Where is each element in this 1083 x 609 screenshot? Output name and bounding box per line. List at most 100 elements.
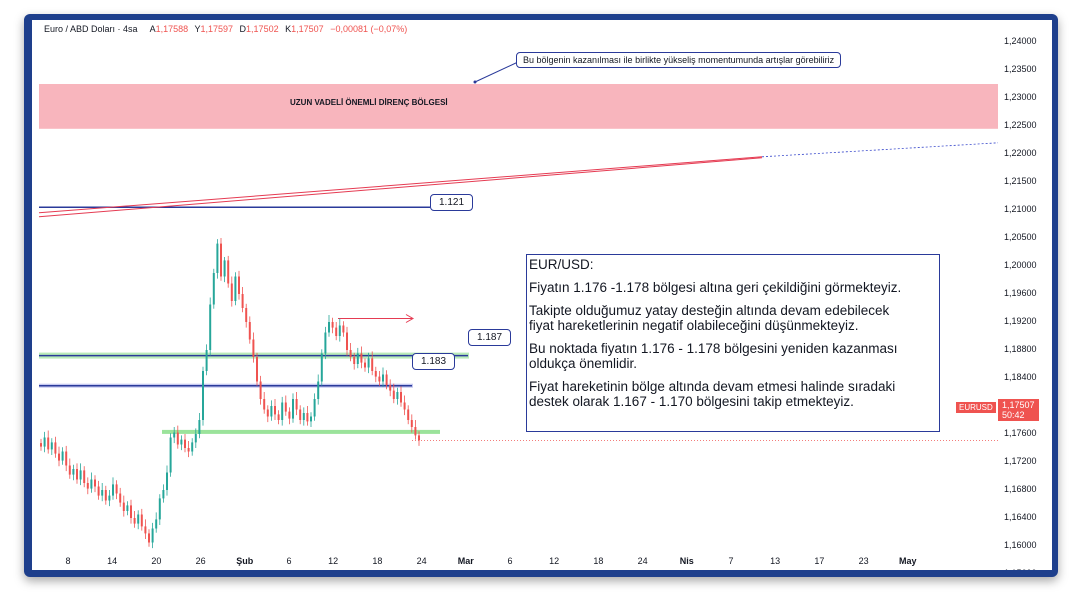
last-price-tag: 1,17507 50:42 [998, 399, 1039, 421]
candle-body [364, 362, 366, 368]
x-tick-label: 17 [814, 556, 825, 566]
x-tick-label: 13 [770, 556, 781, 566]
candle-body [209, 304, 212, 350]
resistance-zone [39, 84, 998, 129]
candle-body [389, 385, 392, 391]
x-tick-label: 24 [637, 556, 648, 566]
candle-body [184, 439, 186, 448]
close-value: 1,17507 [291, 24, 324, 34]
y-tick-label: 1,24000 [1004, 36, 1037, 46]
candle-body [288, 411, 291, 419]
x-tick-label: 12 [549, 556, 560, 566]
y-tick-label: 1,22000 [1004, 148, 1037, 158]
candle-body [101, 490, 104, 496]
candle-body [140, 514, 143, 527]
candle-body [65, 451, 68, 466]
candle-body [176, 432, 179, 445]
candle-body [414, 427, 417, 436]
candle-body [148, 533, 150, 543]
candle-body [76, 469, 78, 480]
y-tick-label: 1,16400 [1004, 512, 1037, 522]
price-chart[interactable] [32, 20, 1052, 570]
level-label-1121[interactable]: 1.121 [430, 194, 474, 211]
x-tick-label: 20 [151, 556, 162, 566]
candle-body [263, 399, 266, 410]
trend-line-upper [38, 156, 763, 214]
analysis-paragraph-2: Takipte olduğumuz yatay desteğin altında… [529, 303, 890, 333]
x-tick-label: 18 [593, 556, 604, 566]
candle-body [396, 392, 399, 399]
candle-body [212, 273, 215, 305]
candle-body [119, 493, 122, 503]
candle-body [378, 376, 381, 382]
candle-body [284, 402, 287, 412]
y-tick-label: 1,18400 [1004, 372, 1037, 382]
y-tick-label: 1,23500 [1004, 64, 1037, 74]
candle-body [270, 406, 273, 417]
candle-body [216, 243, 219, 273]
support-band [162, 429, 440, 434]
low-value: 1,17502 [246, 24, 279, 34]
resistance-zone-label: UZUN VADELİ ÖNEMLİ DİRENÇ BÖLGESİ [290, 98, 448, 107]
candle-body [371, 358, 374, 371]
high-value: 1,17597 [200, 24, 234, 34]
candle-body [61, 451, 64, 461]
symbol-price-tag: EURUSD [956, 402, 996, 413]
last-price: 1,17507 [1002, 400, 1035, 410]
y-tick-label: 1,20500 [1004, 232, 1037, 242]
candle-body [245, 308, 248, 322]
candle-body [310, 416, 312, 422]
candle-body [295, 399, 298, 410]
trend-line-extension [761, 142, 999, 158]
candle-body [331, 322, 334, 328]
x-tick-label: 6 [507, 556, 513, 566]
x-tick-label: Şub [236, 556, 254, 566]
candle-body [335, 327, 338, 336]
candle-body [241, 294, 244, 308]
y-tick-label: 1,22500 [1004, 120, 1037, 130]
candle-body [86, 483, 89, 489]
candle-body [169, 437, 172, 473]
symbol-header: Euro / ABD Doları · 4sa A1,17588 Y1,1759… [44, 24, 411, 34]
chart-panel[interactable]: Euro / ABD Doları · 4sa A1,17588 Y1,1759… [32, 20, 1052, 570]
candle-body [252, 339, 255, 357]
y-tick-label: 1,20000 [1004, 260, 1037, 270]
symbol-title: Euro / ABD Doları · 4sa [44, 24, 138, 34]
x-tick-label: 8 [65, 556, 71, 566]
x-tick-label: 6 [286, 556, 292, 566]
analysis-textbox[interactable]: EUR/USD: Fiyatın 1.176 -1.178 bölgesi al… [526, 254, 940, 432]
candle-body [407, 409, 410, 420]
x-tick-label: 23 [858, 556, 869, 566]
candle-body [400, 392, 402, 403]
candle-body [162, 490, 165, 499]
candle-body [328, 322, 330, 333]
candle-body [173, 432, 176, 438]
candle-body [248, 322, 251, 340]
candle-body [94, 479, 96, 487]
close-label: K [285, 24, 292, 34]
candle-body [155, 519, 158, 529]
candle-body [259, 381, 262, 399]
level-label-1187[interactable]: 1.187 [468, 329, 512, 346]
candle-body [83, 470, 86, 483]
candle-body [230, 283, 233, 301]
candle-body [79, 470, 82, 480]
candle-body [281, 402, 284, 420]
momentum-callout[interactable]: Bu bölgenin kazanılması ile birlikte yük… [516, 52, 842, 68]
candle-body [313, 399, 316, 417]
level-label-1183[interactable]: 1.183 [412, 353, 456, 370]
candle-body [320, 353, 323, 382]
candle-body [256, 357, 258, 382]
candle-body [47, 437, 50, 450]
candle-body [227, 260, 230, 284]
candle-body [403, 402, 406, 410]
candle-body [191, 442, 194, 452]
candle-body [130, 505, 132, 518]
candle-body [302, 413, 305, 420]
candle-body [274, 406, 276, 415]
x-tick-label: 26 [195, 556, 206, 566]
candle-body [360, 353, 363, 363]
candle-body [137, 514, 140, 524]
candle-body [58, 453, 60, 461]
y-tick-label: 1,19200 [1004, 316, 1037, 326]
